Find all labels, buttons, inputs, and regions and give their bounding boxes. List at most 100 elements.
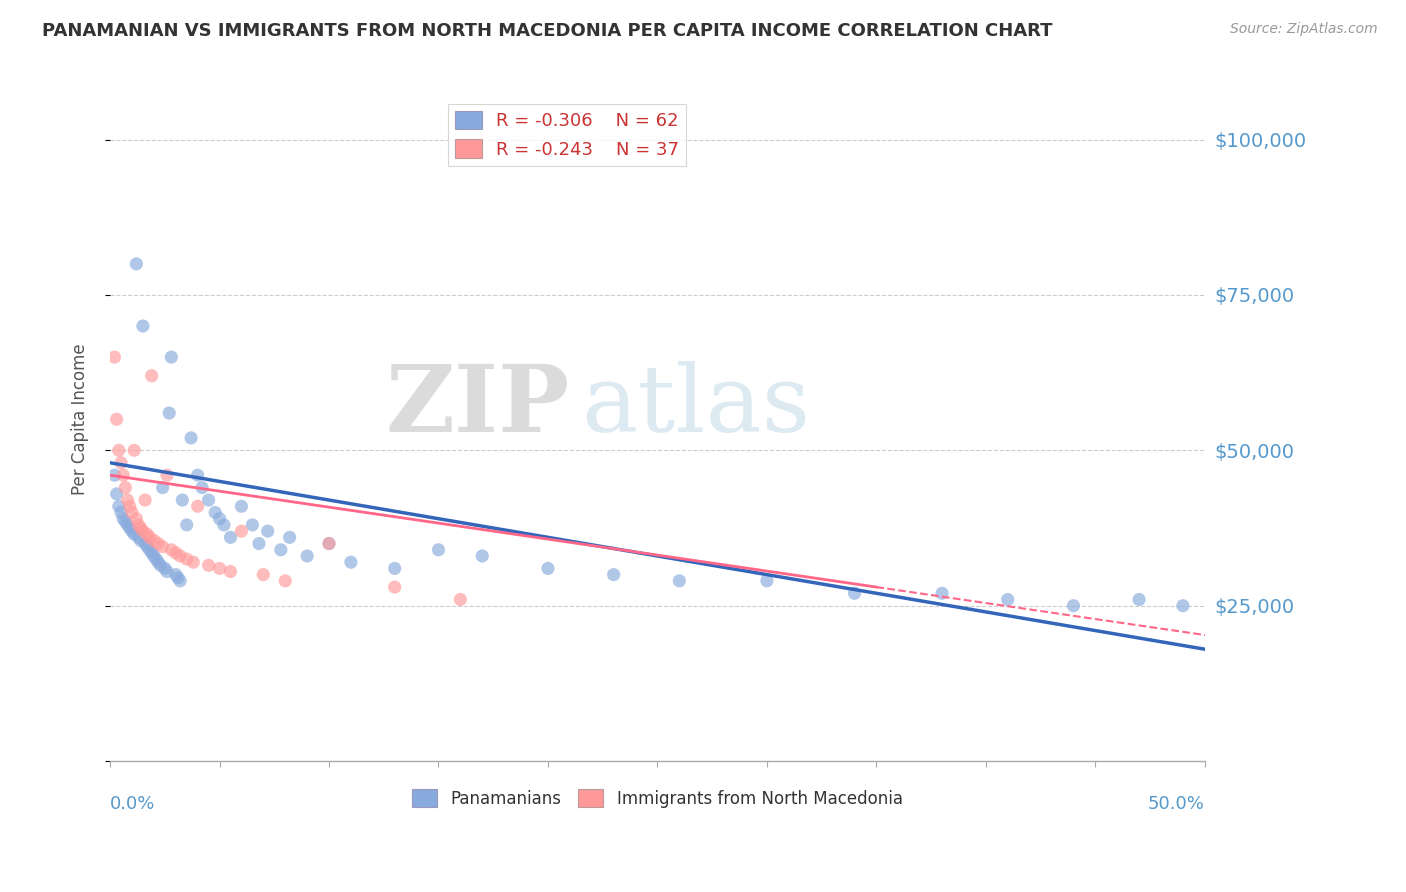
Point (668, 574, 690, 588)
Point (108, 443, 131, 458)
Text: PANAMANIAN VS IMMIGRANTS FROM NORTH MACEDONIA PER CAPITA INCOME CORRELATION CHAR: PANAMANIAN VS IMMIGRANTS FROM NORTH MACE… (42, 22, 1053, 40)
Point (156, 468, 179, 483)
Point (1062, 599, 1084, 613)
Point (931, 586, 953, 600)
Text: Source: ZipAtlas.com: Source: ZipAtlas.com (1230, 22, 1378, 37)
Point (208, 511, 231, 525)
Point (134, 493, 156, 508)
Point (167, 571, 190, 585)
Point (247, 536, 270, 550)
Point (149, 558, 172, 573)
Point (256, 524, 278, 538)
Point (136, 540, 159, 554)
Text: atlas: atlas (581, 360, 810, 450)
Point (169, 574, 191, 588)
Point (136, 527, 159, 541)
Point (118, 500, 141, 514)
Point (160, 542, 183, 557)
Point (274, 574, 297, 588)
Point (208, 561, 231, 575)
Point (112, 511, 135, 525)
Point (231, 524, 253, 538)
Point (121, 524, 143, 538)
Point (141, 368, 163, 383)
Point (165, 546, 187, 560)
Point (138, 530, 160, 544)
Point (181, 555, 204, 569)
Point (844, 586, 866, 600)
Point (295, 549, 318, 563)
Point (105, 487, 128, 501)
Point (110, 506, 132, 520)
Point (129, 533, 152, 548)
Point (132, 524, 155, 538)
Point (153, 561, 176, 575)
Point (197, 558, 219, 573)
Point (108, 500, 131, 514)
Point (142, 549, 165, 563)
Point (121, 506, 143, 520)
Point (114, 515, 136, 529)
Point (204, 506, 226, 520)
Point (219, 565, 242, 579)
Point (1128, 592, 1150, 607)
Point (231, 500, 253, 514)
Point (172, 493, 194, 508)
Point (148, 536, 170, 550)
Point (537, 561, 560, 575)
Point (176, 517, 198, 532)
Point (384, 580, 406, 594)
Point (278, 530, 301, 544)
Point (160, 350, 183, 364)
Point (180, 431, 202, 445)
Point (191, 481, 214, 495)
Point (152, 540, 174, 554)
Point (242, 517, 264, 532)
Point (138, 542, 160, 557)
Point (132, 319, 155, 334)
Text: ZIP: ZIP (385, 360, 569, 450)
Legend: Panamanians, Immigrants from North Macedonia: Panamanians, Immigrants from North Maced… (405, 783, 910, 814)
Text: 50.0%: 50.0% (1147, 796, 1205, 814)
Point (112, 468, 135, 483)
Point (110, 456, 132, 470)
Y-axis label: Per Capita Income: Per Capita Income (72, 343, 89, 495)
Point (141, 546, 163, 560)
Point (117, 493, 139, 508)
Point (1171, 599, 1194, 613)
Point (176, 552, 198, 566)
Text: 0.0%: 0.0% (110, 796, 156, 814)
Point (122, 527, 145, 541)
Point (125, 511, 148, 525)
Point (427, 542, 450, 557)
Point (187, 468, 209, 483)
Point (471, 549, 494, 563)
Point (118, 521, 141, 535)
Point (125, 257, 148, 271)
Point (157, 406, 180, 420)
Point (134, 536, 156, 550)
Point (755, 574, 778, 588)
Point (318, 536, 340, 550)
Point (103, 350, 125, 364)
Point (145, 552, 167, 566)
Point (148, 555, 170, 569)
Point (103, 468, 125, 483)
Point (156, 565, 179, 579)
Point (152, 481, 174, 495)
Point (384, 561, 406, 575)
Point (128, 530, 150, 544)
Point (270, 542, 292, 557)
Point (197, 493, 219, 508)
Point (212, 517, 235, 532)
Point (165, 567, 187, 582)
Point (129, 521, 152, 535)
Point (169, 549, 191, 563)
Point (122, 443, 145, 458)
Point (997, 592, 1019, 607)
Point (340, 555, 363, 569)
Point (252, 567, 274, 582)
Point (219, 530, 242, 544)
Point (128, 517, 150, 532)
Point (602, 567, 624, 582)
